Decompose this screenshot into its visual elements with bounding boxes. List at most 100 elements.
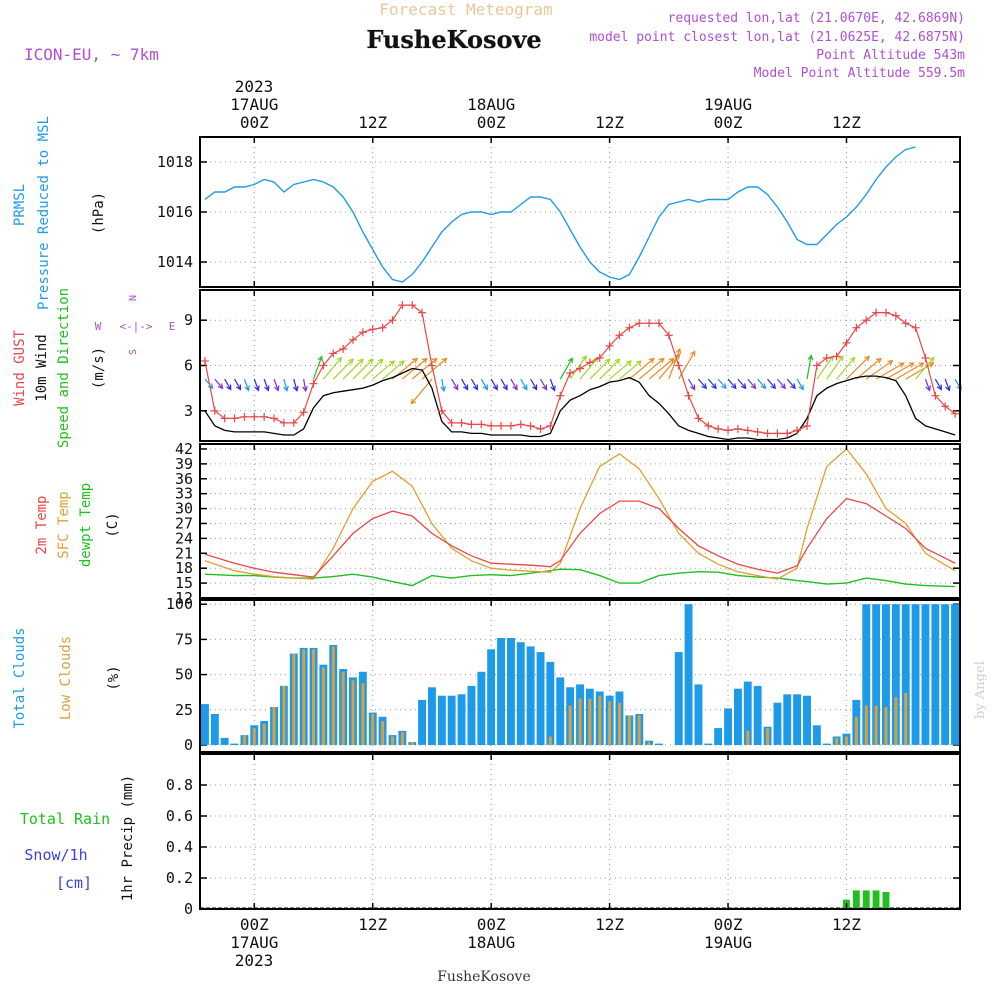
wind-arrow-head	[274, 385, 280, 392]
wind-arrow-head	[292, 385, 299, 392]
wind-arrow	[727, 378, 737, 389]
wind-arrow-head	[512, 384, 518, 391]
total-cloud-bar	[803, 695, 811, 745]
rain-bar	[852, 890, 860, 909]
wind-arrow	[579, 357, 599, 380]
wind-arrow-head	[875, 357, 882, 364]
wind-arrow-head	[849, 356, 856, 363]
time-tick-label-bottom: 00Z	[240, 915, 269, 934]
total-cloud-bar	[507, 638, 515, 745]
wind-arrow-head	[453, 384, 459, 391]
y-tick-label: 24	[175, 529, 193, 547]
y-tick-label: 0.4	[166, 838, 193, 856]
p5-label-c: [cm]	[56, 874, 92, 892]
wind-arrow	[204, 378, 214, 389]
wind-arrow	[806, 355, 812, 380]
low-cloud-bar	[568, 705, 572, 745]
p2-label-c: Speed and Direction	[56, 288, 72, 448]
wind-arrow-head	[918, 362, 925, 368]
wind-arrow	[243, 378, 250, 391]
total-cloud-bar	[901, 604, 910, 745]
wind-arrow-head	[626, 360, 633, 366]
y-tick-label: 15	[175, 574, 193, 592]
wind-arrow	[599, 358, 620, 380]
low-cloud-bar	[598, 695, 602, 745]
low-cloud-bar	[262, 723, 266, 745]
low-cloud-bar	[618, 702, 621, 745]
wind-arrow-head	[541, 384, 548, 391]
wind-arrow-head	[668, 357, 675, 364]
total-cloud-bar	[822, 743, 831, 745]
page-title: FusheKosove	[366, 25, 541, 54]
wind-arrow-head	[760, 383, 767, 390]
wind-arrow-head	[807, 354, 814, 361]
wind-arrow	[776, 378, 786, 389]
p3-unit: (C)	[105, 512, 121, 537]
rain-bar	[872, 890, 880, 909]
panel-frame	[199, 753, 961, 910]
wind-arrow-head	[421, 357, 428, 364]
year-top: 2023	[235, 77, 274, 96]
wind-arrow-head	[928, 356, 935, 363]
p5-label-a: Total Rain	[20, 810, 110, 828]
date-label-top: 17AUG	[230, 95, 278, 114]
low-cloud-bar	[341, 671, 345, 745]
time-tick-label-top: 12Z	[595, 113, 624, 132]
total-cloud-bar	[684, 604, 693, 745]
wind-arrow-head	[336, 356, 343, 363]
wind-arrow-head	[550, 385, 556, 392]
subtitle: Forecast Meteogram	[379, 0, 552, 19]
wind-arrow	[224, 378, 232, 390]
wind-arrow	[707, 378, 717, 389]
p4-label-b: Low Clouds	[58, 636, 74, 720]
wind-arrow-head	[945, 385, 951, 392]
wind-arrow-head	[798, 384, 804, 391]
total-cloud-bar	[556, 677, 565, 745]
sfc-temp-line	[204, 448, 956, 580]
y-tick-label: 0.2	[166, 869, 193, 887]
wind-arrow-head	[411, 357, 418, 364]
time-tick-label-top: 12Z	[358, 113, 387, 132]
wind-arrow	[609, 360, 632, 380]
pressure-line	[204, 146, 916, 283]
p2-label-a: Wind GUST	[12, 330, 28, 406]
total-cloud-bar	[931, 604, 940, 745]
wind-arrow	[924, 378, 931, 391]
wind-arrow	[895, 362, 924, 380]
total-cloud-bar	[674, 652, 683, 745]
wind-arrow	[796, 378, 804, 390]
wind-arrow-head	[581, 355, 587, 362]
wind-arrow-head	[689, 384, 696, 391]
date-label-top: 18AUG	[467, 95, 515, 114]
low-cloud-bar	[371, 714, 375, 745]
p5-label-b: Snow/1h	[24, 846, 87, 864]
wind-arrow	[885, 362, 914, 380]
total-cloud-bar	[201, 704, 209, 745]
wind-arrow-head	[502, 384, 508, 391]
total-cloud-bar	[891, 604, 900, 745]
p2-label-b: 10m Wind	[34, 334, 50, 401]
total-cloud-bar	[941, 604, 950, 745]
total-cloud-bar	[477, 671, 486, 745]
total-cloud-bar	[694, 684, 703, 745]
panel-frames	[199, 136, 961, 910]
wind-arrow-head	[674, 353, 681, 360]
wind-arrow-head	[254, 385, 260, 392]
y-tick-label: 21	[175, 544, 193, 562]
low-cloud-bar	[302, 649, 306, 745]
wind-arrow-head	[604, 358, 611, 365]
low-cloud-bar	[282, 685, 286, 745]
p3-label-c: dewpt Temp	[78, 483, 94, 567]
y-tick-label: 27	[175, 514, 193, 532]
total-cloud-bar	[882, 604, 890, 745]
p2-unit: (m/s)	[91, 347, 107, 389]
point-altitude: Point Altitude 543m	[816, 48, 965, 63]
wind-arrow-head	[532, 384, 538, 391]
low-cloud-bar	[845, 736, 848, 745]
wind-arrow-head	[908, 362, 915, 368]
wind-arrow	[539, 378, 548, 390]
total-cloud-bar	[546, 661, 555, 745]
total-cloud-bar	[921, 604, 930, 745]
